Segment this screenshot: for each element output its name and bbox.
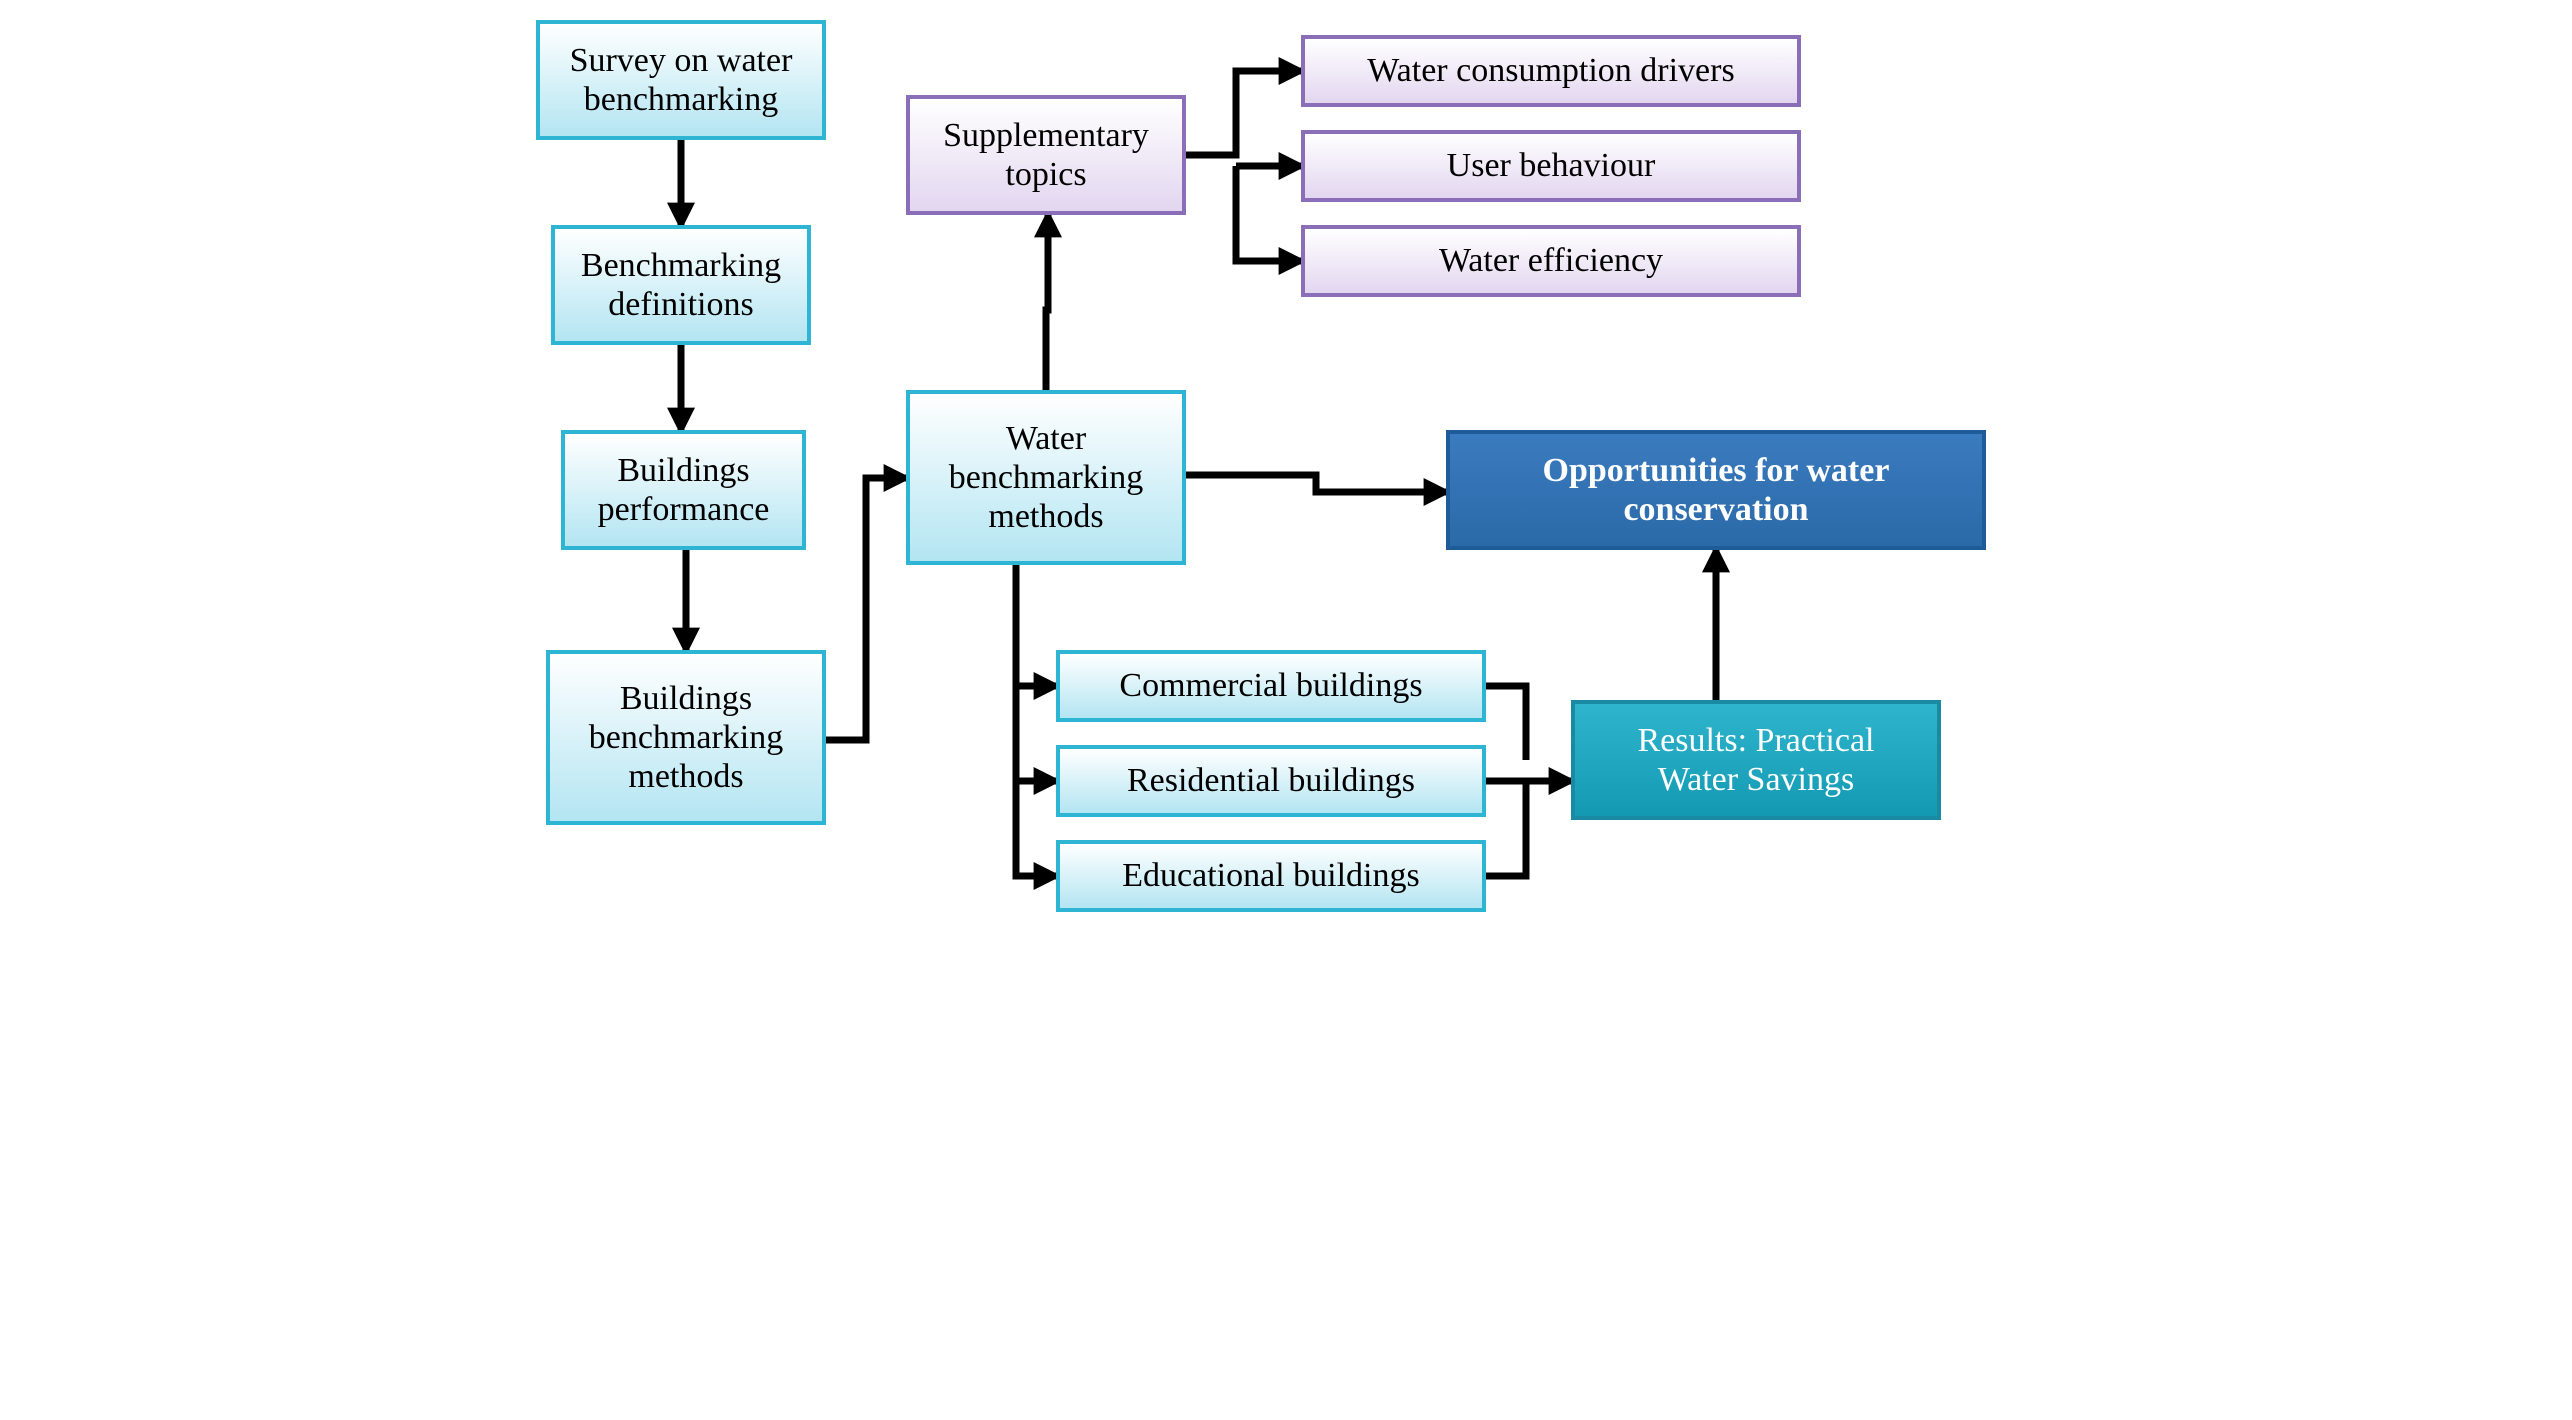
node-label: Residential buildings xyxy=(1127,761,1415,800)
node-behaviour: User behaviour xyxy=(1301,130,1801,202)
node-results: Results: PracticalWater Savings xyxy=(1571,700,1941,820)
node-survey: Survey on waterbenchmarking xyxy=(536,20,826,140)
edge-e13 xyxy=(1486,686,1526,760)
node-label: Results: PracticalWater Savings xyxy=(1637,721,1874,799)
node-label: User behaviour xyxy=(1447,146,1656,185)
node-label: Waterbenchmarkingmethods xyxy=(949,419,1144,536)
edge-e12 xyxy=(1016,781,1056,876)
node-buildings_perf: Buildingsperformance xyxy=(561,430,806,550)
flowchart-stage: Survey on waterbenchmarking Benchmarkingd… xyxy=(516,0,2056,900)
node-efficiency: Water efficiency xyxy=(1301,225,1801,297)
node-opportunities: Opportunities for waterconservation xyxy=(1446,430,1986,550)
node-label: Water efficiency xyxy=(1439,241,1663,280)
node-label: Buildingsperformance xyxy=(598,451,770,529)
edge-e11 xyxy=(1016,686,1056,781)
node-definitions: Benchmarkingdefinitions xyxy=(551,225,811,345)
node-label: Opportunities for waterconservation xyxy=(1543,451,1890,529)
edge-e4 xyxy=(826,478,906,740)
node-label: Supplementarytopics xyxy=(943,116,1149,194)
node-supp: Supplementarytopics xyxy=(906,95,1186,215)
node-label: Water consumption drivers xyxy=(1367,51,1734,90)
node-label: Survey on waterbenchmarking xyxy=(570,41,793,119)
edge-e6 xyxy=(1186,71,1301,155)
node-label: Buildingsbenchmarkingmethods xyxy=(589,679,784,796)
node-educational: Educational buildings xyxy=(1056,840,1486,912)
node-bbm: Buildingsbenchmarkingmethods xyxy=(546,650,826,825)
node-commercial: Commercial buildings xyxy=(1056,650,1486,722)
node-label: Educational buildings xyxy=(1122,856,1419,895)
edge-e9 xyxy=(1186,475,1446,492)
node-wbm: Waterbenchmarkingmethods xyxy=(906,390,1186,565)
node-residential: Residential buildings xyxy=(1056,745,1486,817)
node-drivers: Water consumption drivers xyxy=(1301,35,1801,107)
edge-e15 xyxy=(1486,781,1526,876)
edge-e10 xyxy=(1016,565,1056,686)
node-label: Commercial buildings xyxy=(1119,666,1422,705)
node-label: Benchmarkingdefinitions xyxy=(581,246,781,324)
edge-e8 xyxy=(1236,166,1301,261)
edge-e5 xyxy=(1046,215,1048,390)
